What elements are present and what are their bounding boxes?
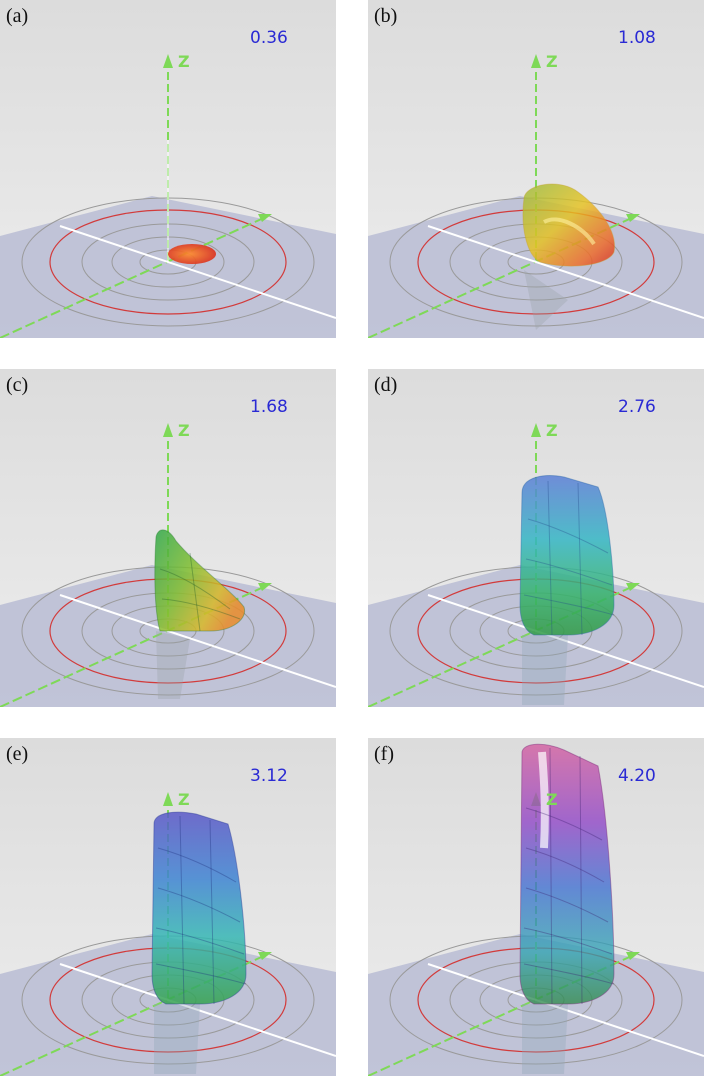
- floor-plane: [368, 565, 704, 707]
- x-axis-line: [0, 215, 269, 338]
- solid-e: [151, 811, 247, 1005]
- floor-plane: [0, 934, 336, 1076]
- solid-d: [519, 475, 615, 636]
- x-axis-arrow: [258, 952, 272, 960]
- x-axis-arrow: [258, 214, 272, 222]
- solid-a: [168, 244, 216, 264]
- solid-d-shadow: [522, 635, 568, 705]
- z-axis-arrow: [163, 54, 173, 68]
- scene-a: [0, 0, 336, 338]
- panel-value: 4.20: [618, 766, 656, 786]
- scene-e: [0, 738, 336, 1076]
- z-axis-label: Z: [178, 790, 190, 809]
- panel-c: (c) 1.68 Z: [0, 369, 336, 707]
- panel-letter: (b): [374, 5, 398, 27]
- z-axis-arrow: [531, 54, 541, 68]
- panel-e: (e) 3.12 Z: [0, 738, 336, 1076]
- y-axis-line: [427, 963, 704, 1057]
- panel-b: (b) 1.08 Z: [368, 0, 704, 338]
- panel-value: 1.68: [250, 397, 288, 417]
- panel-value: 1.08: [618, 28, 656, 48]
- z-axis-arrow: [163, 423, 173, 437]
- z-axis-label: Z: [546, 421, 558, 440]
- panel-value: 3.12: [250, 766, 288, 786]
- panel-f: (f) 4.20 Z: [368, 738, 704, 1076]
- solid-f: [519, 743, 615, 1005]
- panel-letter: (f): [374, 743, 394, 765]
- panel-letter: (c): [6, 374, 29, 396]
- floor-plane: [368, 934, 704, 1076]
- scene-f: [368, 738, 704, 1076]
- z-axis-label: Z: [546, 52, 558, 71]
- solid-c: [154, 529, 246, 632]
- panel-letter: (e): [6, 743, 29, 765]
- panel-d: (d) 2.76 Z: [368, 369, 704, 707]
- panel-value: 0.36: [250, 28, 288, 48]
- x-axis-arrow: [626, 952, 640, 960]
- scene-c: [0, 369, 336, 707]
- solid-f-shadow: [522, 1004, 568, 1074]
- floor-plane: [0, 565, 336, 707]
- scene-b: [368, 0, 704, 338]
- z-axis-arrow: [163, 792, 173, 806]
- z-axis-label: Z: [178, 52, 190, 71]
- scene-d: [368, 369, 704, 707]
- floor-plane: [368, 196, 704, 338]
- z-axis-arrow: [531, 423, 541, 437]
- solid-c-shadow: [156, 631, 190, 699]
- z-axis-label: Z: [546, 790, 558, 809]
- panel-a: (a) 0.36 Z: [0, 0, 336, 338]
- solid-e-shadow: [154, 1004, 200, 1074]
- solid-b: [522, 183, 616, 267]
- floor-plane: [0, 196, 336, 338]
- panel-letter: (d): [374, 374, 398, 396]
- y-axis-line: [59, 225, 336, 319]
- y-axis-line: [427, 594, 704, 688]
- y-axis-line: [59, 963, 336, 1057]
- y-axis-line: [59, 594, 336, 688]
- x-axis-arrow: [626, 583, 640, 591]
- solid-b-shadow: [524, 270, 568, 330]
- x-axis-arrow: [258, 583, 272, 591]
- panel-letter: (a): [6, 5, 29, 27]
- y-axis-line: [427, 225, 704, 319]
- z-axis-label: Z: [178, 421, 190, 440]
- panel-value: 2.76: [618, 397, 656, 417]
- x-axis-arrow: [626, 214, 640, 222]
